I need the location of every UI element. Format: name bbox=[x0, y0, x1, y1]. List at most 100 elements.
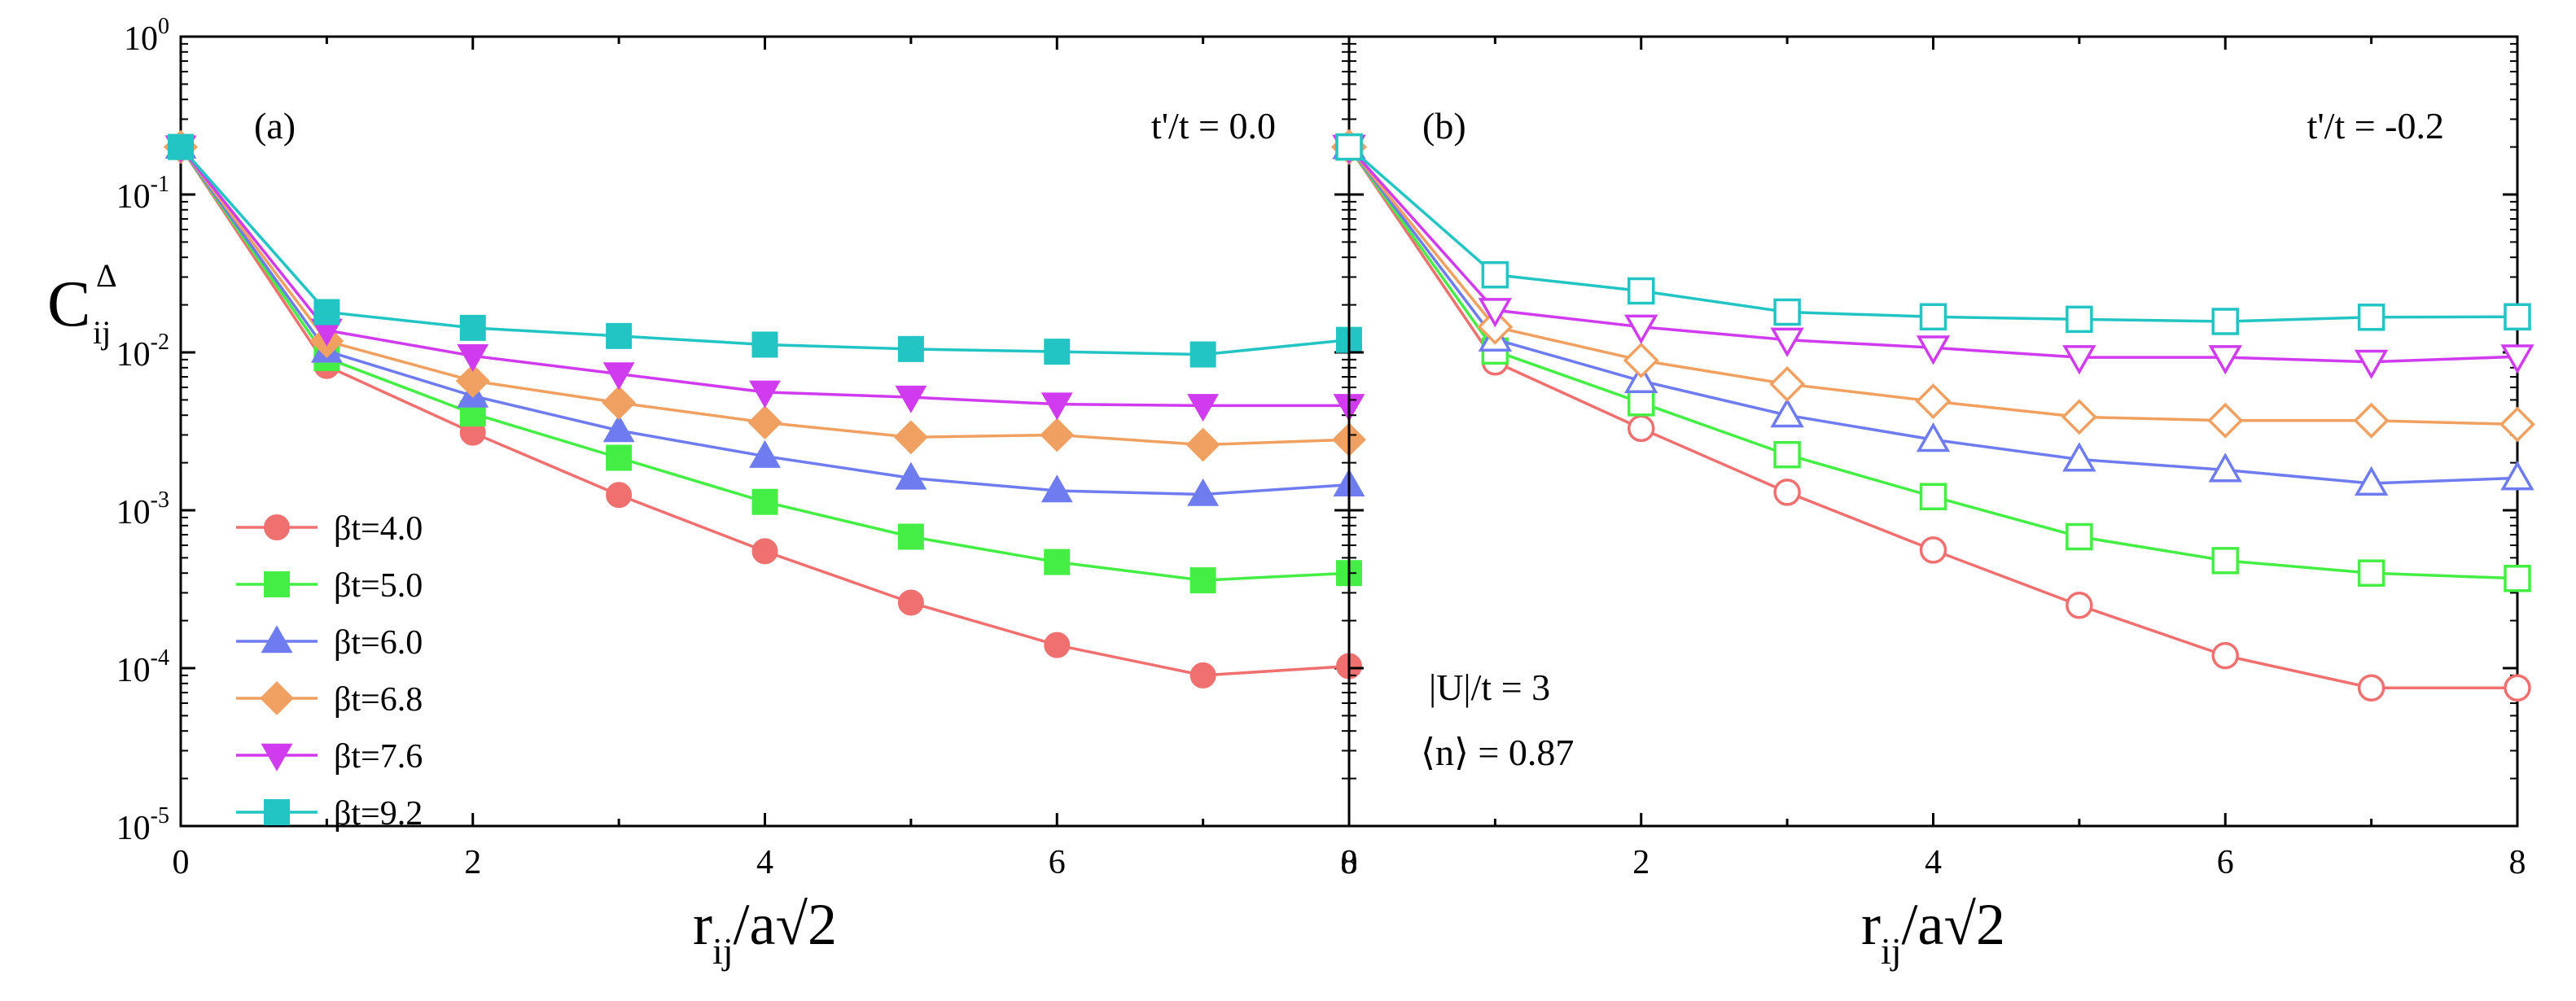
x-tick-label: 8 bbox=[2509, 844, 2526, 881]
data-point bbox=[1628, 389, 1655, 417]
data-point bbox=[1187, 394, 1220, 422]
series-6 bbox=[1335, 133, 2531, 335]
data-point bbox=[1481, 260, 1509, 289]
y-tick-label: 100 bbox=[124, 14, 169, 58]
x-tick-label: 6 bbox=[2217, 844, 2234, 881]
data-point bbox=[897, 589, 924, 616]
data-point bbox=[2500, 461, 2534, 491]
panel-annotation: t'/t = -0.2 bbox=[2307, 105, 2444, 146]
legend-marker bbox=[264, 571, 290, 597]
data-point bbox=[1919, 536, 1947, 564]
y-tick-label: 10-2 bbox=[116, 330, 169, 374]
data-point bbox=[2066, 592, 2093, 619]
legend: βt=4.0 βt=5.0 βt=6.0 βt=6.8 βt=7.6 βt=9.2 bbox=[236, 510, 423, 833]
data-point bbox=[2211, 308, 2239, 335]
data-point bbox=[2208, 452, 2242, 483]
data-point bbox=[606, 444, 633, 471]
y-tick-label: 10-1 bbox=[116, 172, 169, 216]
data-point bbox=[1187, 478, 1220, 506]
data-point bbox=[1624, 363, 1658, 394]
data-point bbox=[2357, 674, 2385, 702]
series-6 bbox=[168, 133, 1362, 368]
data-point bbox=[459, 314, 486, 341]
data-point bbox=[2353, 402, 2390, 439]
data-point bbox=[749, 439, 781, 468]
data-point bbox=[2500, 344, 2534, 374]
data-point bbox=[2504, 565, 2531, 592]
legend-item: βt=6.8 bbox=[236, 681, 423, 719]
data-point bbox=[897, 523, 924, 550]
interaction-text: |U|/t = 3 bbox=[1429, 667, 1550, 708]
data-point bbox=[2504, 674, 2531, 702]
data-point bbox=[2504, 303, 2531, 331]
density-text: ⟨n⟩ = 0.87 bbox=[1421, 732, 1574, 773]
x-axis-label: rij/a√2 bbox=[1861, 892, 2005, 972]
data-point bbox=[1919, 483, 1947, 510]
x-tick-label: 2 bbox=[1632, 844, 1649, 881]
data-point bbox=[751, 331, 778, 358]
data-point bbox=[602, 362, 635, 391]
data-point bbox=[1185, 427, 1220, 462]
data-point bbox=[1189, 567, 1216, 594]
data-point bbox=[751, 488, 778, 515]
data-point bbox=[2061, 399, 2097, 435]
data-point bbox=[1770, 327, 1804, 357]
data-point bbox=[1916, 335, 1951, 365]
data-point bbox=[1478, 298, 1513, 328]
x-axis-label: rij/a√2 bbox=[693, 892, 837, 972]
x-tick-label: 4 bbox=[1925, 844, 1942, 881]
y-axis-label-sup: Δ bbox=[96, 257, 117, 294]
legend-item: βt=6.0 bbox=[236, 624, 423, 662]
panel-b: 0 2 4 6 8 (b) t'/t = -0.2 rij/a√2 |U|/t = 3 ⟨n⟩ =… bbox=[1331, 35, 2535, 972]
x-tick-label: 2 bbox=[464, 844, 481, 881]
data-point bbox=[1044, 632, 1071, 658]
data-point bbox=[602, 385, 637, 420]
series-4 bbox=[164, 129, 1366, 462]
data-point bbox=[1189, 341, 1216, 368]
data-point bbox=[751, 538, 778, 565]
legend-label: βt=7.6 bbox=[334, 738, 423, 776]
data-point bbox=[893, 420, 928, 455]
y-tick-label: 10-5 bbox=[116, 803, 169, 847]
y-axis-label: C Δij bbox=[47, 257, 117, 351]
data-point bbox=[1773, 479, 1801, 506]
data-point bbox=[2066, 305, 2093, 334]
legend-marker bbox=[260, 681, 294, 715]
legend-label: βt=4.0 bbox=[334, 510, 423, 548]
y-tick-label: 10-3 bbox=[116, 487, 169, 531]
legend-marker bbox=[264, 514, 290, 540]
legend-item: βt=9.2 bbox=[236, 795, 423, 833]
legend-label: βt=9.2 bbox=[334, 795, 423, 833]
data-point bbox=[168, 133, 194, 160]
data-point bbox=[1919, 303, 1947, 331]
legend-label: βt=6.8 bbox=[334, 681, 423, 719]
data-point bbox=[1773, 298, 1801, 326]
legend-marker bbox=[261, 743, 293, 772]
data-point bbox=[606, 482, 633, 509]
data-point bbox=[2211, 547, 2239, 575]
data-point bbox=[2062, 442, 2096, 472]
data-point bbox=[2354, 349, 2389, 379]
legend-label: βt=5.0 bbox=[334, 567, 423, 605]
data-point bbox=[1628, 414, 1655, 443]
data-point bbox=[897, 335, 924, 362]
data-point bbox=[1916, 422, 1951, 452]
data-point bbox=[1770, 397, 1804, 428]
data-point bbox=[1769, 365, 1806, 402]
data-point bbox=[2357, 304, 2385, 331]
y-tick-label: 10-4 bbox=[116, 645, 169, 689]
legend-marker bbox=[264, 799, 290, 825]
x-tick-label: 4 bbox=[756, 844, 773, 881]
legend-marker bbox=[261, 625, 293, 653]
data-point bbox=[895, 385, 927, 413]
data-point bbox=[2062, 345, 2096, 375]
legend-label: βt=6.0 bbox=[334, 624, 423, 662]
data-point bbox=[2207, 402, 2244, 439]
data-point bbox=[1624, 314, 1658, 344]
data-point bbox=[2211, 641, 2239, 670]
data-point bbox=[1915, 383, 1952, 420]
panel-label: (a) bbox=[254, 105, 296, 146]
data-point bbox=[1040, 417, 1075, 452]
data-point bbox=[1040, 392, 1073, 421]
